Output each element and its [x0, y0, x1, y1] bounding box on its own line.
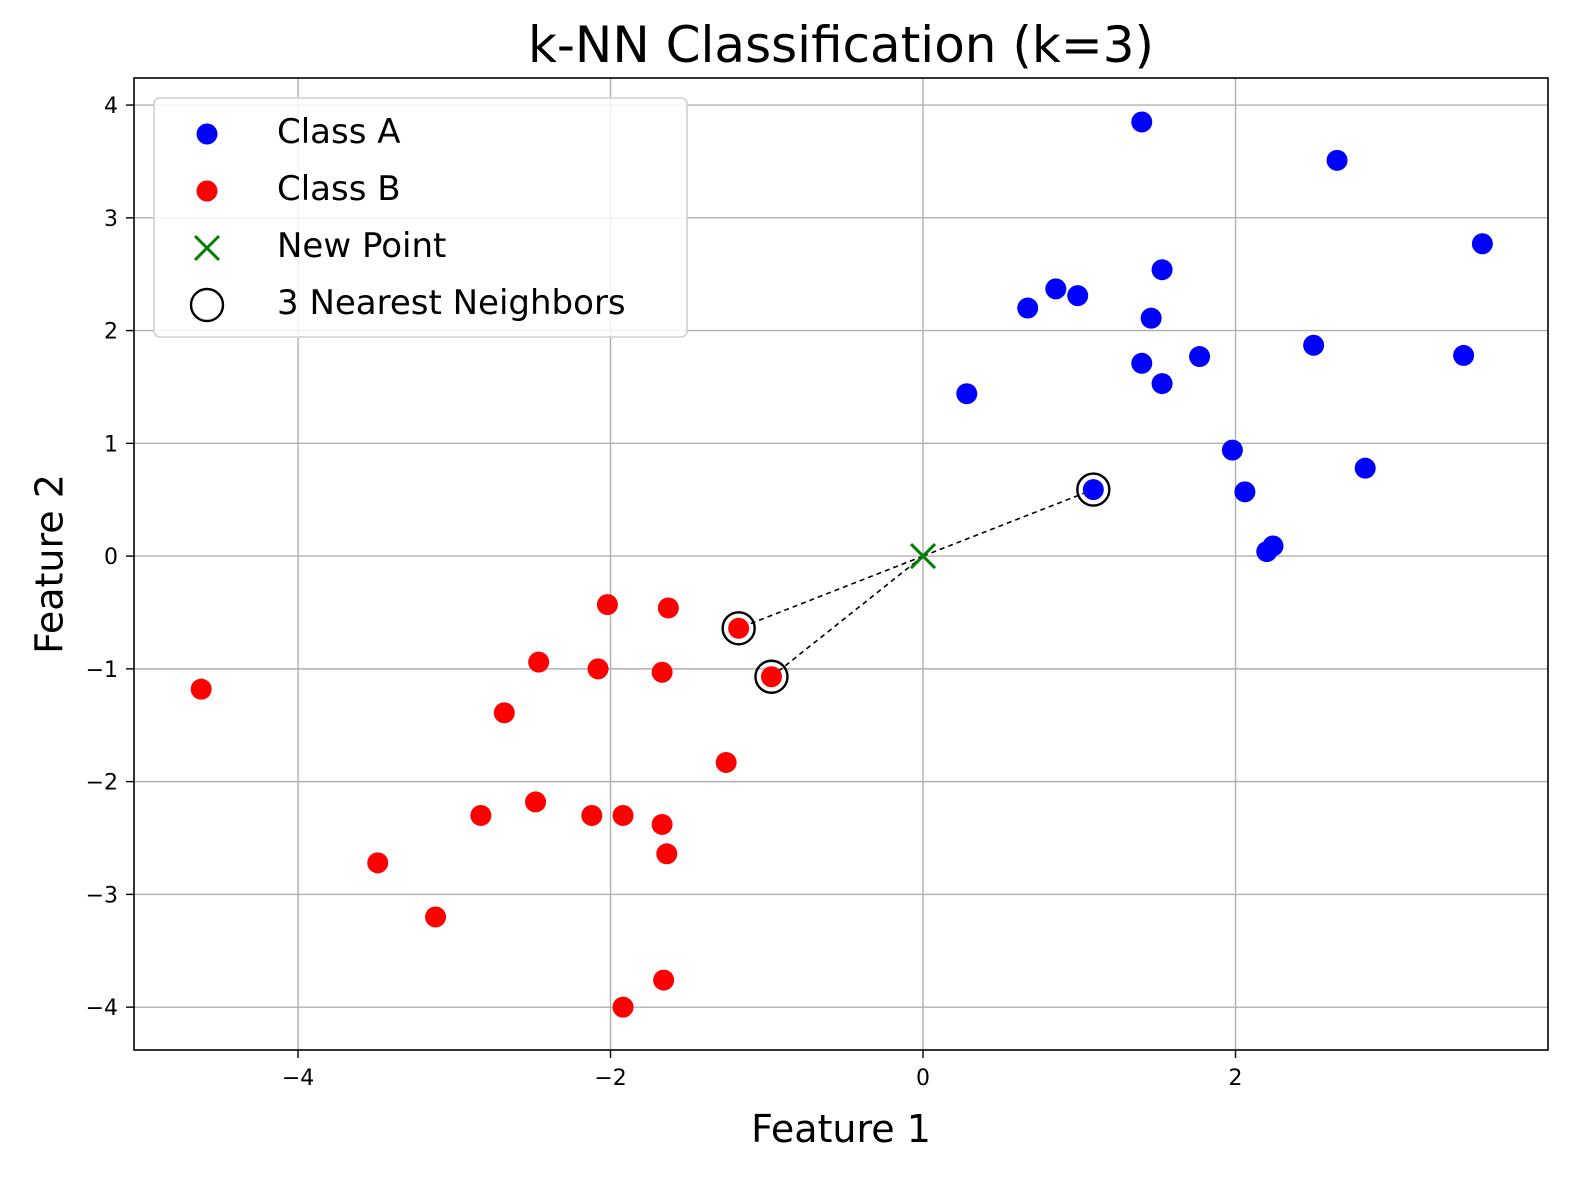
neighbor-connection-lines [738, 488, 1094, 678]
class-b-point-3 [528, 651, 550, 673]
neighbor-line-1 [738, 555, 924, 630]
class-a-point-10 [1189, 346, 1211, 368]
class-b-point-7 [190, 678, 212, 700]
class-b-point-10 [525, 791, 547, 813]
y-tick-label-8: −4 [86, 996, 118, 1021]
class-a-point-2 [1471, 233, 1493, 255]
class-a-point-6 [1017, 297, 1039, 319]
legend-class-b-marker [196, 180, 218, 202]
class-a-point-0 [1131, 111, 1153, 133]
class-b-point-17 [425, 906, 447, 928]
legend: Class A Class B New Point 3 Nearest Neighbo… [153, 97, 688, 338]
class-a-point-19 [1262, 535, 1284, 557]
class-b-point-18 [653, 969, 675, 991]
new-point-point-0-stroke-2 [909, 543, 937, 570]
class-a-point-1 [1326, 149, 1348, 171]
legend-class-b-label: Class B [277, 169, 401, 209]
class-b-point-8 [493, 702, 515, 724]
class-a-point-8 [1303, 334, 1325, 356]
y-axis-title: Feature 2 [28, 474, 72, 654]
y-tick-label-6: −2 [86, 771, 118, 796]
legend-box [153, 97, 688, 338]
3-nearest-neighbors-point-0 [1076, 472, 1111, 507]
class-b-point-14 [651, 813, 673, 835]
new-point-point-0 [909, 543, 937, 570]
class-b-point-16 [367, 852, 389, 874]
x-tick-label-2: 0 [916, 1066, 930, 1091]
class-a-point-4 [1045, 278, 1067, 300]
legend-3-nearest-neighbors-label: 3 Nearest Neighbors [277, 283, 626, 323]
class-a-point-14 [1221, 439, 1243, 461]
chart-title: k-NN Classification (k=3) [528, 16, 1154, 74]
class-a-point-17 [1082, 479, 1104, 501]
class-b-point-2 [728, 617, 750, 639]
legend-new-point-marker-stroke-2 [193, 234, 221, 262]
y-tick-label-2: 2 [104, 320, 118, 345]
class-b-point-15 [656, 843, 678, 865]
class-b-point-19 [612, 996, 634, 1018]
class-a-point-16 [1234, 481, 1256, 503]
y-tick-label-5: −1 [86, 658, 118, 683]
legend-class-a-marker [196, 123, 218, 145]
x-tick-label-3: 2 [1229, 1066, 1243, 1091]
class-a-point-13 [956, 383, 978, 405]
class-a-point-3 [1151, 259, 1173, 281]
plot-area-frame [133, 77, 1549, 1051]
class-b-point-5 [651, 661, 673, 683]
class-b-point-1 [657, 597, 679, 619]
neighbor-line-0 [922, 488, 1094, 557]
legend-new-point-marker [193, 234, 221, 262]
class-a-point-15 [1354, 457, 1376, 479]
grid-lines [134, 78, 1548, 1050]
data-points [190, 111, 1493, 1018]
class-b-point-4 [587, 658, 609, 680]
x-axis-title: Feature 1 [751, 1107, 931, 1151]
y-tick-label-0: 4 [104, 94, 118, 119]
class-a-point-7 [1140, 307, 1162, 329]
3-nearest-neighbors-point-1 [721, 611, 756, 646]
class-a-point-5 [1067, 285, 1089, 307]
y-tick-label-1: 3 [104, 207, 118, 232]
y-tick-label-7: −3 [86, 883, 118, 908]
legend-class-a-label: Class A [277, 112, 401, 152]
class-b-point-13 [612, 804, 634, 826]
3-nearest-neighbors-point-2 [754, 659, 789, 694]
class-b-point-12 [581, 804, 603, 826]
class-a-point-9 [1453, 344, 1475, 366]
legend-new-point-label: New Point [277, 226, 446, 266]
legend-3-nearest-neighbors-marker [189, 287, 225, 323]
x-tick-label-0: −4 [282, 1066, 314, 1091]
class-a-point-12 [1151, 373, 1173, 395]
class-b-point-9 [715, 751, 737, 773]
x-tick-label-1: −2 [594, 1066, 626, 1091]
y-tick-label-3: 1 [104, 432, 118, 457]
class-b-point-6 [760, 666, 782, 688]
class-b-point-0 [596, 594, 618, 616]
y-tick-label-4: 0 [104, 545, 118, 570]
class-a-point-11 [1131, 352, 1153, 374]
axis-ticks: −4 −2 0 2 4 3 2 1 0 −1 −2 −3 −4 [86, 94, 1243, 1091]
class-b-point-11 [470, 804, 492, 826]
